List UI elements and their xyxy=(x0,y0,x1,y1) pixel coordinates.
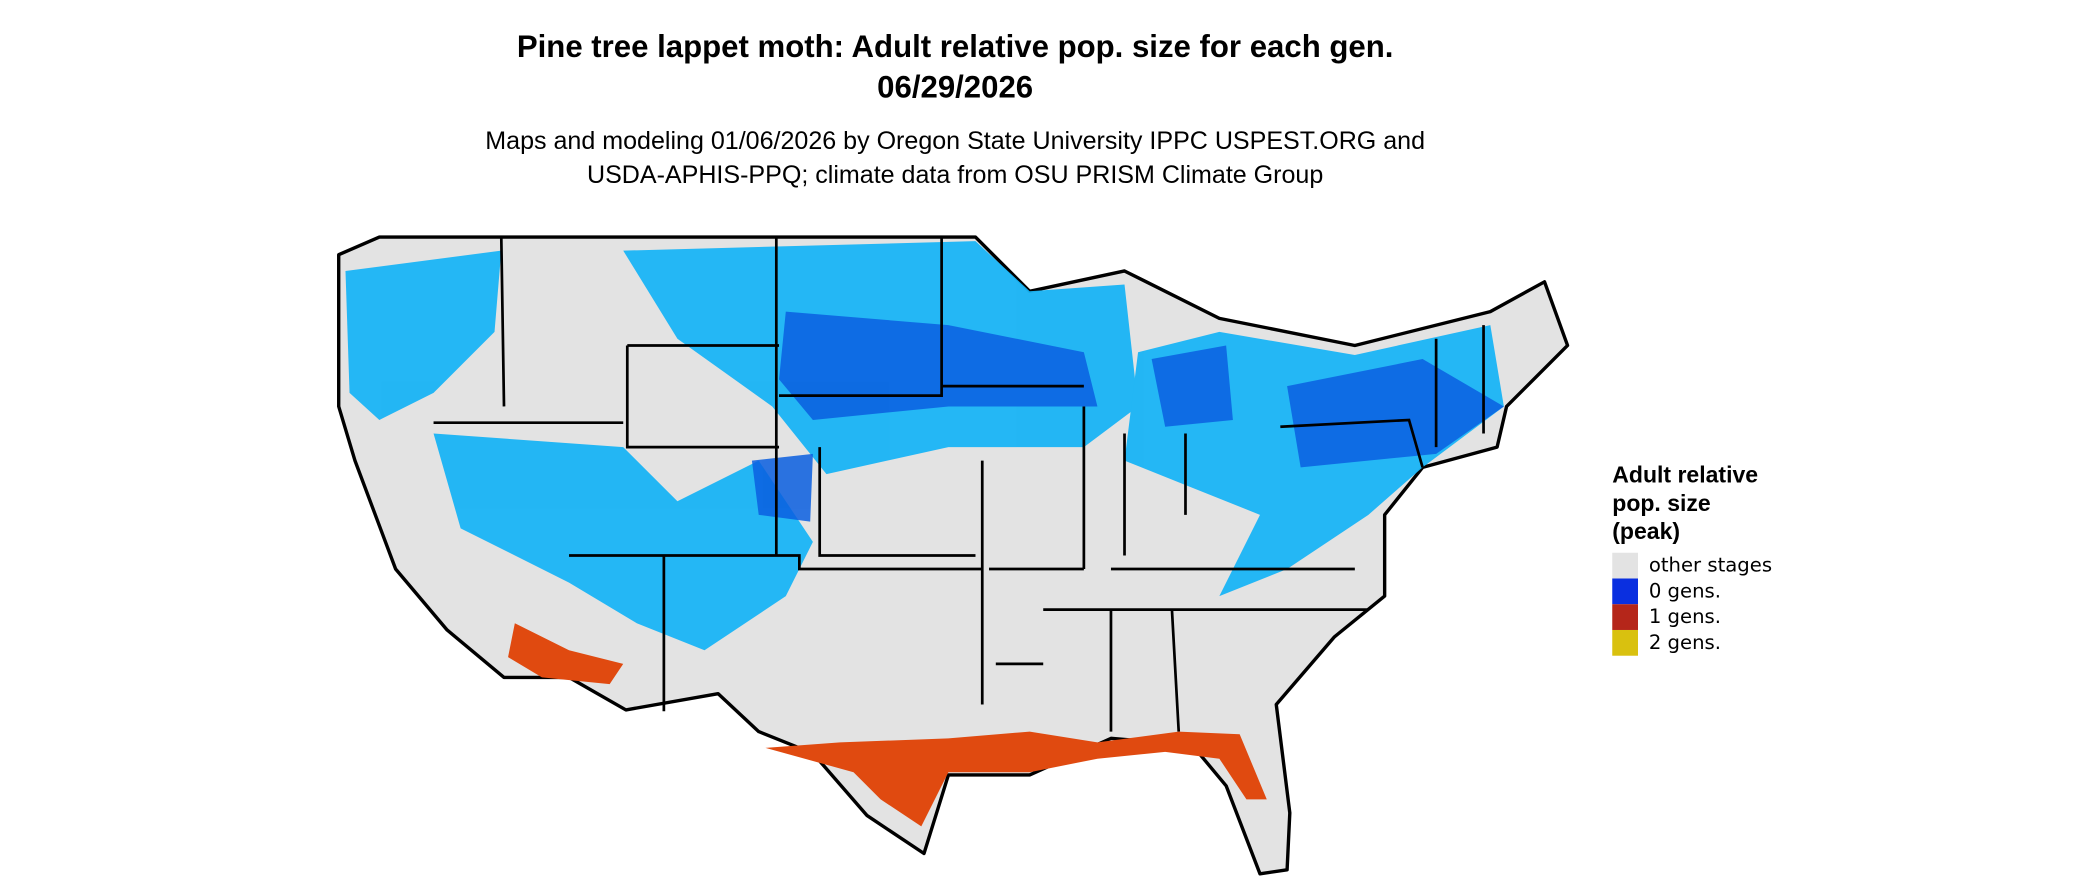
title-line: Pine tree lappet moth: Adult relative po… xyxy=(517,29,1394,64)
legend-swatch xyxy=(1612,604,1638,630)
border xyxy=(433,237,1485,732)
legend-title-line: pop. size xyxy=(1612,490,1711,516)
area xyxy=(1151,345,1233,427)
titles: Pine tree lappet moth: Adult relative po… xyxy=(485,29,1425,189)
area xyxy=(765,731,1267,827)
legend-swatch xyxy=(1612,578,1638,605)
dense-zero-gen-areas xyxy=(751,311,1504,522)
legend-title-line: Adult relative xyxy=(1612,461,1758,487)
state-borders xyxy=(433,237,1485,732)
legend: Adult relative pop. size (peak) other st… xyxy=(1612,461,1772,656)
legend-title-line: (peak) xyxy=(1612,518,1680,544)
area xyxy=(751,453,813,522)
subtitle-line: USDA-APHIS-PPQ; climate data from OSU PR… xyxy=(587,161,1323,189)
area xyxy=(345,250,502,420)
legend-label: 0 gens. xyxy=(1649,579,1721,602)
us-map xyxy=(337,235,1570,876)
area xyxy=(433,433,813,651)
area xyxy=(508,623,624,685)
subtitle-line: Maps and modeling 01/06/2026 by Oregon S… xyxy=(485,127,1425,155)
area xyxy=(1287,359,1504,468)
legend-swatch xyxy=(1612,552,1638,579)
area xyxy=(779,311,1098,420)
legend-label: other stages xyxy=(1649,554,1772,577)
legend-label: 1 gens. xyxy=(1649,605,1721,628)
legend-label: 2 gens. xyxy=(1649,631,1721,654)
title-line: 06/29/2026 xyxy=(877,70,1033,105)
legend-swatch xyxy=(1612,629,1638,656)
one-gen-areas xyxy=(508,623,1267,827)
